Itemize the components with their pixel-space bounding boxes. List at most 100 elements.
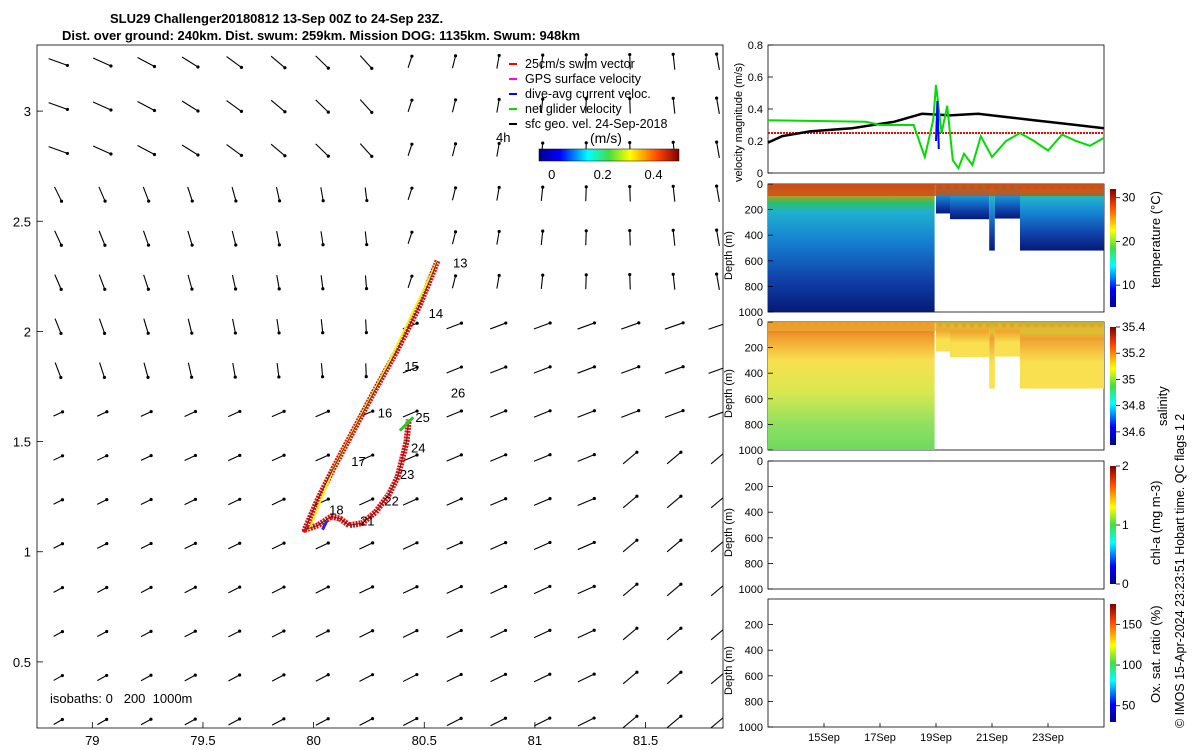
geo-velocity-arrow <box>446 717 462 727</box>
geo-velocity-arrow <box>716 186 720 202</box>
geo-velocity-arrow <box>184 674 196 682</box>
geo-velocity-arrow <box>621 322 639 330</box>
section-ytick-label: 800 <box>745 696 763 708</box>
geo-velocity-arrow <box>359 542 373 550</box>
section-colorbar <box>1110 189 1116 307</box>
geo-velocity-arrowhead <box>370 629 375 633</box>
section-colorbar <box>1110 466 1116 584</box>
section-colorbar-label: 100 <box>1122 658 1142 672</box>
section-ytick-label: 200 <box>745 482 763 494</box>
legend-label: dive-avg current veloc. <box>525 87 651 101</box>
geo-velocity-arrow <box>629 230 631 246</box>
geo-velocity-arrowhead <box>415 321 419 325</box>
geo-velocity-arrow <box>585 54 587 70</box>
section-colorbar-title: temperature (°C) <box>1148 191 1163 288</box>
profile-tick <box>809 322 815 328</box>
geo-velocity-arrow <box>672 274 676 290</box>
geo-velocity-arrow <box>270 99 286 113</box>
geo-velocity-arrowhead <box>628 228 632 233</box>
geo-velocity-arrow <box>140 586 152 594</box>
profile-tick <box>985 184 991 190</box>
geo-velocity-arrow <box>622 627 638 641</box>
legend-label: GPS surface velocity <box>525 72 642 86</box>
geo-velocity-arrow <box>187 318 193 334</box>
profile-tick <box>905 322 911 328</box>
geo-velocity-arrowhead <box>320 375 325 379</box>
geo-velocity-arrowhead <box>105 410 109 414</box>
geo-velocity-arrowhead <box>326 154 330 158</box>
geo-velocity-arrow <box>187 186 193 202</box>
geo-velocity-arrowhead <box>671 272 675 276</box>
geo-velocity-arrowhead <box>321 243 325 247</box>
section-ytick-label: 600 <box>745 256 763 268</box>
geo-velocity-arrow <box>226 144 242 156</box>
geo-velocity-arrow <box>622 539 638 553</box>
geo-velocity-arrow <box>540 187 544 201</box>
geo-velocity-arrowhead <box>635 538 639 542</box>
geo-velocity-arrow <box>710 453 723 465</box>
geo-velocity-arrow <box>276 318 280 334</box>
geo-velocity-arrow <box>97 718 107 726</box>
footer-credit: © IMOS 15-Apr-2024 23:23:51 Hobart time.… <box>1173 413 1187 728</box>
geo-velocity-arrowhead <box>149 541 153 546</box>
geo-velocity-arrowhead <box>723 583 726 586</box>
map-xtick-label: 80.5 <box>412 733 437 748</box>
geo-velocity-arrowhead <box>103 243 107 247</box>
geo-velocity-arrowhead <box>238 453 242 457</box>
geo-velocity-arrow <box>184 498 196 506</box>
geo-velocity-arrow <box>320 275 324 289</box>
geo-velocity-arrowhead <box>109 108 113 112</box>
geo-velocity-arrowhead <box>282 673 286 677</box>
geo-velocity-arrow <box>710 717 723 728</box>
section-fill <box>989 184 995 251</box>
section-colorbar-label: 35 <box>1122 372 1136 386</box>
geo-velocity-arrowhead <box>459 365 464 369</box>
geo-velocity-arrowhead <box>715 184 719 188</box>
geo-velocity-arrowhead <box>147 199 151 203</box>
geo-velocity-arrowhead <box>282 585 286 589</box>
profile-tick <box>921 322 927 328</box>
map-ytick-label: 1.5 <box>13 435 31 450</box>
geo-velocity-arrow <box>666 539 682 553</box>
geo-velocity-arrow <box>140 542 152 550</box>
day-label: 24 <box>411 441 425 456</box>
profile-tick <box>1025 322 1031 328</box>
geo-velocity-arrow <box>577 585 595 595</box>
map-ytick-label: 1 <box>24 545 31 560</box>
geo-velocity-arrowhead <box>592 321 597 325</box>
geo-velocity-arrow <box>666 627 682 641</box>
geo-velocity-arrowhead <box>152 152 157 157</box>
geo-velocity-arrowhead <box>628 272 632 277</box>
profile-tick <box>985 322 991 328</box>
geo-velocity-arrow <box>228 586 240 594</box>
geo-velocity-arrowhead <box>239 153 244 158</box>
legend-label: 25cm/s swim vector <box>525 57 635 71</box>
geo-velocity-arrow <box>98 230 106 246</box>
geo-velocity-arrow <box>407 187 413 201</box>
geo-velocity-arrow <box>53 455 63 461</box>
geo-velocity-arrow <box>96 499 108 505</box>
geo-velocity-arrowhead <box>60 454 65 458</box>
geo-velocity-arrow <box>181 100 199 112</box>
profile-tick <box>1089 322 1095 328</box>
geo-velocity-arrow <box>140 718 152 726</box>
geo-velocity-arrow <box>140 411 152 417</box>
geo-velocity-arrowhead <box>679 582 683 586</box>
geo-velocity-arrow <box>496 187 500 201</box>
section-colorbar-label: 35.2 <box>1122 346 1146 360</box>
geo-velocity-arrow <box>53 631 63 637</box>
geo-velocity-arrow <box>666 451 682 465</box>
geo-velocity-arrow <box>710 497 723 509</box>
geo-velocity-arrow <box>672 230 676 246</box>
geo-velocity-arrowhead <box>715 228 719 232</box>
geo-velocity-arrowhead <box>628 96 632 101</box>
geo-velocity-arrow <box>585 274 587 290</box>
geo-velocity-arrowhead <box>415 629 419 633</box>
day-label: 25 <box>415 410 429 425</box>
geo-velocity-arrowhead <box>504 365 508 369</box>
geo-velocity-arrowhead <box>196 153 200 157</box>
profile-tick <box>993 184 999 190</box>
section-colorbar-title: salinity <box>1155 386 1170 426</box>
geo-velocity-arrow <box>402 586 418 594</box>
geo-velocity-arrowhead <box>326 629 330 633</box>
